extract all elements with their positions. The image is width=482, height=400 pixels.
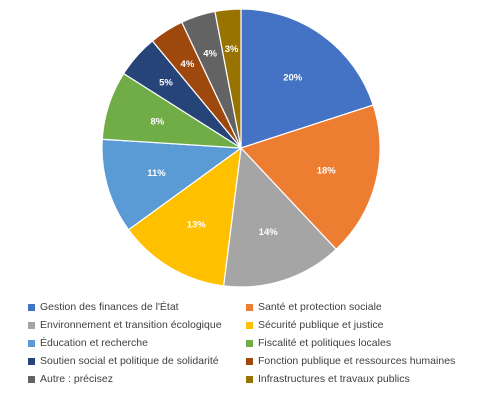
slice-label-9: 4%	[203, 48, 217, 59]
legend-item-9: Autre : précisez	[28, 372, 246, 386]
legend-label: Santé et protection sociale	[258, 301, 382, 313]
legend-label: Environnement et transition écologique	[40, 319, 222, 331]
legend-swatch	[28, 303, 35, 311]
legend-item-3: Environnement et transition écologique	[28, 318, 246, 332]
legend-label: Soutien social et politique de solidarit…	[40, 355, 219, 367]
pie-slice-10	[214, 8, 242, 149]
slice-label-3: 14%	[259, 227, 279, 238]
legend-item-7: Soutien social et politique de solidarit…	[28, 354, 246, 368]
pie-slice-2	[239, 104, 381, 251]
legend-item-4: Sécurité publique et justice	[246, 318, 468, 332]
legend-swatch	[28, 357, 35, 365]
legend-item-8: Fonction publique et ressources humaines	[246, 354, 468, 368]
pie-slices	[101, 8, 381, 288]
pie-data-labels: 20% 18% 14% 13% 11% 8% 5% 4% 4% 3%	[147, 44, 336, 238]
legend-label: Gestion des finances de l'État	[40, 301, 179, 313]
pie-slice-1	[240, 8, 374, 149]
legend-swatch	[28, 321, 35, 329]
legend-item-6: Fiscalité et politiques locales	[246, 336, 468, 350]
legend-label: Infrastructures et travaux publics	[258, 373, 410, 385]
slice-label-8: 4%	[181, 59, 195, 70]
legend-swatch	[246, 339, 253, 347]
pie-slice-3	[222, 146, 337, 288]
legend-swatch	[28, 339, 35, 347]
legend-swatch	[246, 303, 253, 311]
legend-label: Sécurité publique et justice	[258, 319, 384, 331]
legend-label: Fonction publique et ressources humaines	[258, 355, 456, 367]
slice-label-10: 3%	[225, 44, 239, 55]
slice-label-5: 11%	[147, 168, 166, 179]
legend-label: Éducation et recherche	[40, 337, 148, 349]
legend-label: Autre : précisez	[40, 373, 113, 385]
chart-legend: Gestion des finances de l'État Santé et p…	[28, 300, 478, 386]
legend-swatch	[28, 375, 35, 383]
slice-label-7: 5%	[159, 77, 173, 88]
legend-swatch	[246, 375, 253, 383]
slice-label-6: 8%	[150, 116, 164, 127]
slice-label-1: 20%	[283, 72, 303, 83]
slice-label-2: 18%	[317, 165, 337, 176]
pie-slice-5	[101, 138, 243, 231]
legend-item-1: Gestion des finances de l'État	[28, 300, 246, 314]
slice-label-4: 13%	[187, 219, 207, 230]
legend-swatch	[246, 357, 253, 365]
legend-item-5: Éducation et recherche	[28, 336, 246, 350]
legend-item-10: Infrastructures et travaux publics	[246, 372, 468, 386]
legend-item-2: Santé et protection sociale	[246, 300, 468, 314]
legend-swatch	[246, 321, 253, 329]
pie-slice-4	[127, 146, 242, 287]
legend-label: Fiscalité et politiques locales	[258, 337, 392, 349]
